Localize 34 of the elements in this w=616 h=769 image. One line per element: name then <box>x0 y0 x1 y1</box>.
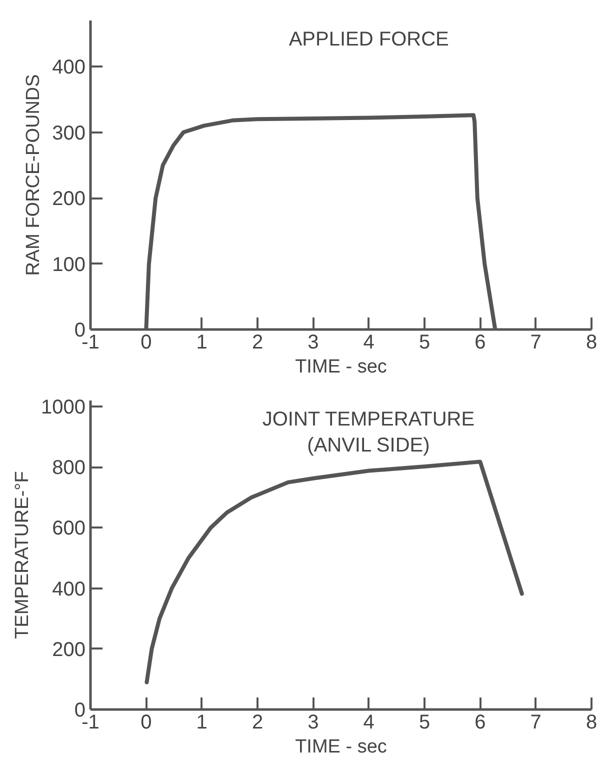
x-tick-label: 1 <box>196 712 208 734</box>
y-tick-label: 800 <box>52 457 86 480</box>
line-series <box>144 460 524 684</box>
text: JOINT TEMPERATURE (ANVIL SIDE) <box>262 408 475 456</box>
y-tick-label: 200 <box>52 188 86 210</box>
x-tick-label: 5 <box>418 712 430 734</box>
x-tick-label: 0 <box>140 712 152 734</box>
x-axis-title: TIME - sec <box>295 736 387 758</box>
x-tick-label: 0 <box>140 332 152 354</box>
y-tick-label: 300 <box>52 122 86 144</box>
y-axis-title: TEMPERATURE-°F <box>12 471 34 639</box>
x-axis-title: TIME - sec <box>295 356 387 378</box>
x-tick-label: 6 <box>474 332 486 354</box>
x-tick-label: 5 <box>418 332 430 354</box>
y-tick-label: 600 <box>52 518 86 540</box>
x-tick-label: 1 <box>196 332 208 354</box>
x-tick-label: 3 <box>308 712 319 734</box>
x-tick-label: 3 <box>308 332 319 354</box>
x-tick-label: 6 <box>474 712 486 734</box>
y-tick-label: 200 <box>52 638 86 661</box>
x-tick-label: 2 <box>252 712 264 734</box>
x-tick-label: 4 <box>363 712 374 734</box>
y-tick-label: 1000 <box>41 396 86 419</box>
x-tick-label: 7 <box>530 332 542 354</box>
x-tick-label: 2 <box>252 332 264 354</box>
x-tick-label: 7 <box>530 712 542 734</box>
y-tick-label: 400 <box>52 56 86 79</box>
x-tick-label: 8 <box>586 712 598 734</box>
x-tick-label: 8 <box>586 332 598 354</box>
y-axis-title: RAM FORCE-POUNDS <box>23 74 44 276</box>
y-tick-label: 100 <box>52 254 86 276</box>
chart-title: APPLIED FORCE <box>288 28 449 50</box>
x-tick-label: 4 <box>363 332 374 354</box>
y-tick-label: 400 <box>52 578 86 600</box>
